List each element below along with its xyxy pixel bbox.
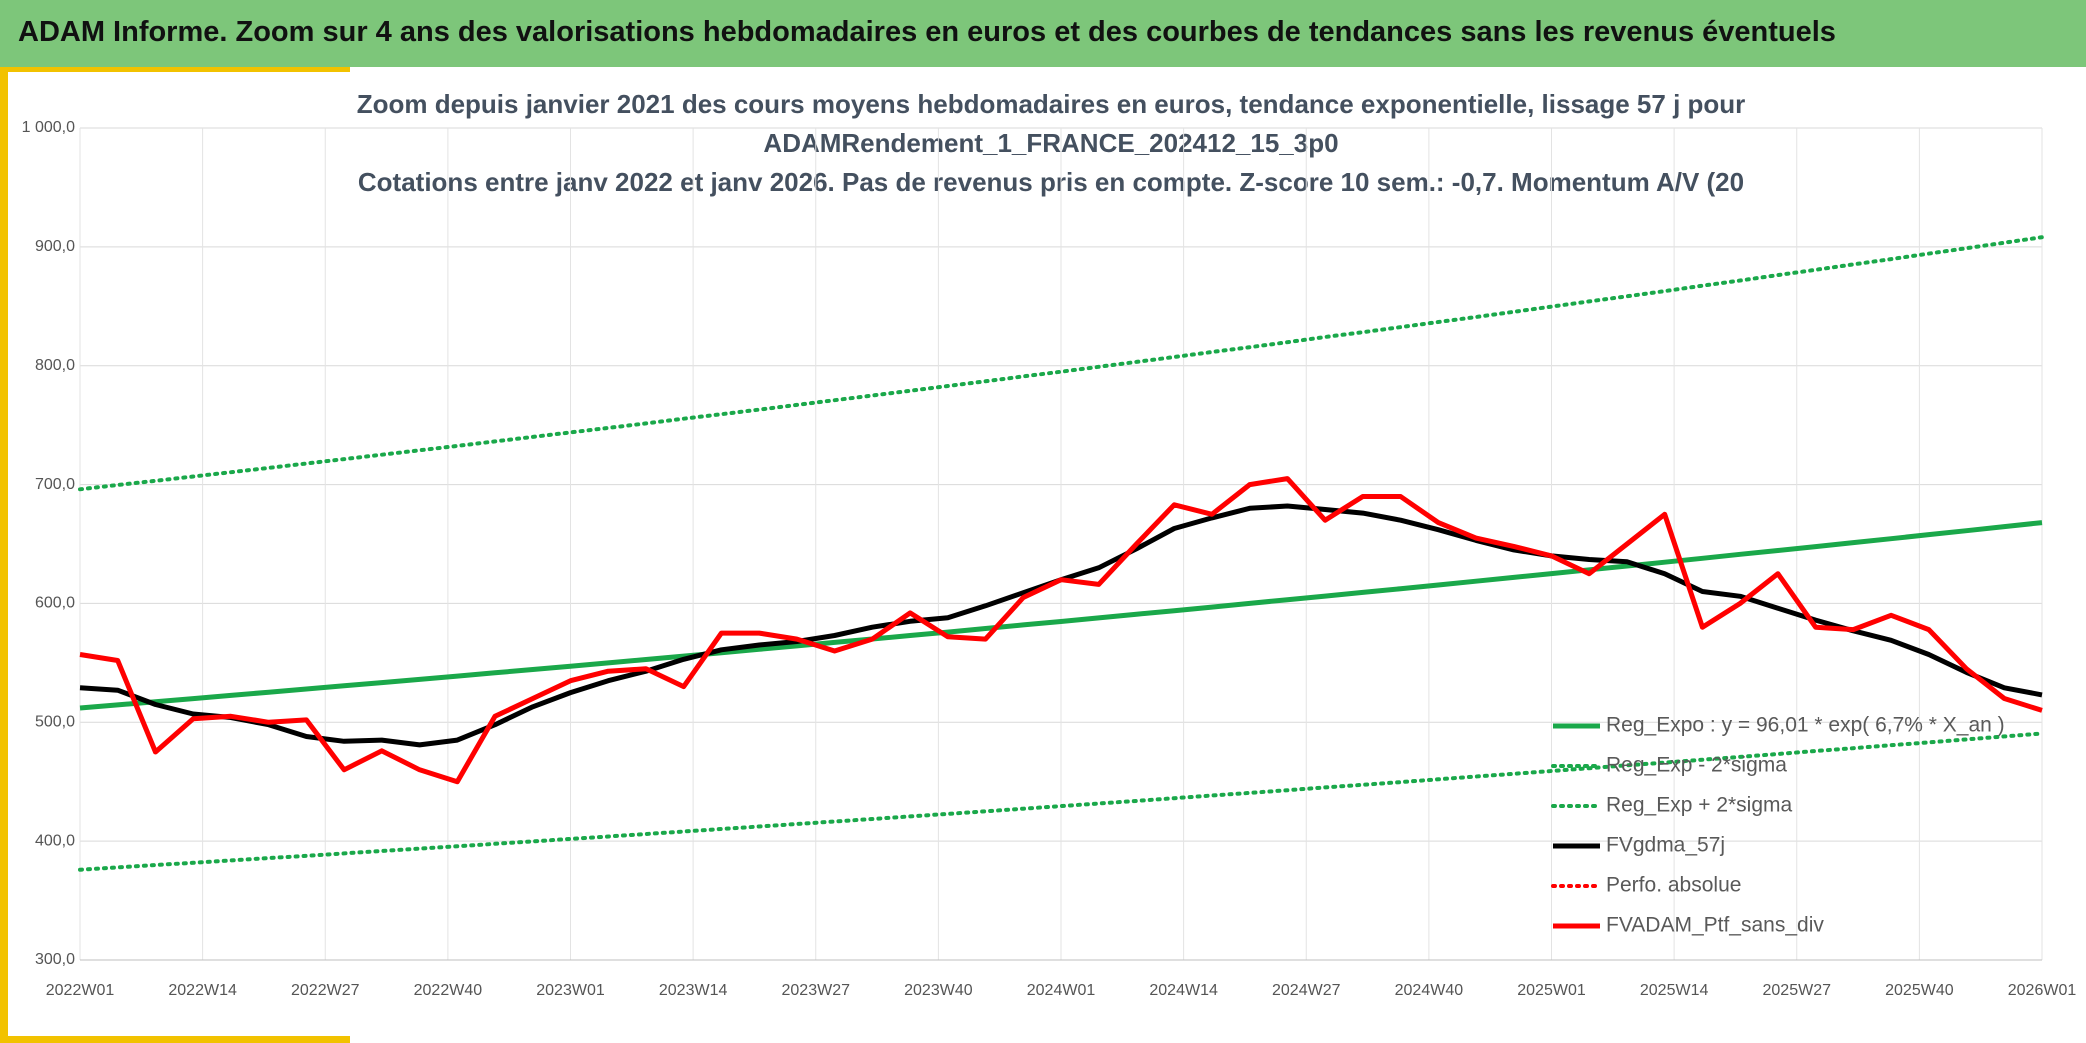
series-line: [78, 235, 2044, 492]
header-title: ADAM Informe. Zoom sur 4 ans des valoris…: [18, 16, 1836, 48]
accent: [0, 1036, 350, 1043]
y-tick-label: 500,0: [35, 714, 75, 731]
x-tick-label: 2024W14: [1149, 982, 1218, 999]
accent: [0, 67, 8, 1043]
x-tick-label: 2023W27: [782, 982, 851, 999]
series-line: [78, 731, 2044, 872]
chart-title: ADAMRendement_1_FRANCE_202412_15_3p0: [763, 128, 1338, 158]
x-tick-label: 2023W14: [659, 982, 728, 999]
accent: [0, 67, 350, 72]
y-tick-label: 900,0: [35, 238, 75, 255]
x-tick-label: 2024W40: [1395, 982, 1464, 999]
x-tick-label: 2025W27: [1763, 982, 1832, 999]
x-tick-label: 2023W01: [536, 982, 605, 999]
header-bar: ADAM Informe. Zoom sur 4 ans des valoris…: [0, 0, 2086, 67]
chart-title: Cotations entre janv 2022 et janv 2026. …: [358, 167, 1744, 197]
x-tick-label: 2024W27: [1272, 982, 1341, 999]
legend-label: Perfo. absolue: [1606, 874, 1741, 897]
x-tick-label: 2023W40: [904, 982, 973, 999]
y-tick-label: 700,0: [35, 476, 75, 493]
y-tick-label: 400,0: [35, 832, 75, 849]
legend-label: FVADAM_Ptf_sans_div: [1606, 914, 1824, 937]
y-tick-label: 600,0: [35, 595, 75, 612]
chart-title: Zoom depuis janvier 2021 des cours moyen…: [357, 89, 1746, 119]
legend-label: FVgdma_57j: [1606, 834, 1725, 857]
x-tick-label: 2022W14: [168, 982, 237, 999]
y-tick-label: 1 000,0: [22, 119, 75, 136]
x-tick-label: 2025W01: [1517, 982, 1586, 999]
x-tick-label: 2026W01: [2008, 982, 2077, 999]
x-tick-label: 2022W40: [414, 982, 483, 999]
series-line: [79, 476, 2043, 785]
x-tick-label: 2025W40: [1885, 982, 1954, 999]
x-tick-label: 2022W27: [291, 982, 360, 999]
x-tick-label: 2025W14: [1640, 982, 1709, 999]
y-tick-label: 800,0: [35, 357, 75, 374]
legend-label: Reg_Exp - 2*sigma: [1606, 754, 1787, 777]
x-tick-label: 2024W01: [1027, 982, 1096, 999]
legend-label: Reg_Exp + 2*sigma: [1606, 794, 1793, 817]
y-tick-label: 300,0: [35, 951, 75, 968]
legend-label: Reg_Expo : y = 96,01 * exp( 6,7% * X_an …: [1606, 714, 2005, 737]
series-line: [79, 520, 2043, 711]
x-tick-label: 2022W01: [46, 982, 115, 999]
